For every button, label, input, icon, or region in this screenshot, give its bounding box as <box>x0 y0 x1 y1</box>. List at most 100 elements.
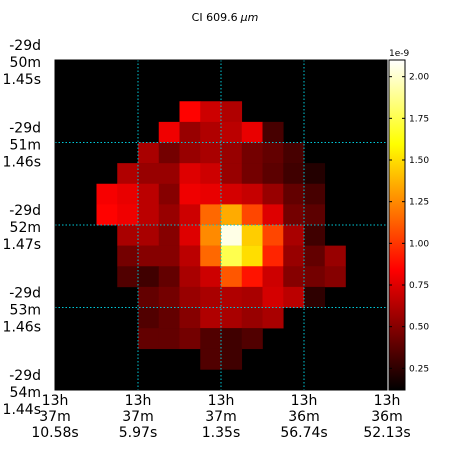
y-tick-line: 53m <box>10 303 41 319</box>
colorbar-tick-label: 1.25 <box>409 198 429 208</box>
x-tick-line: 36m <box>371 409 402 425</box>
y-tick-line: 1.46s <box>3 155 41 171</box>
heatmap-cell <box>262 266 284 288</box>
x-tick-line: 13h <box>42 393 69 409</box>
heatmap-cell <box>241 163 263 185</box>
heatmap-cell <box>200 328 222 350</box>
heatmap-cell <box>221 245 243 267</box>
heatmap-cell <box>179 142 201 164</box>
heatmap-cell <box>262 142 284 164</box>
x-tick-line: 52.13s <box>363 425 410 441</box>
heatmap-cell <box>200 101 222 123</box>
x-tick-line: 36m <box>288 409 319 425</box>
x-tick-line: 37m <box>39 409 70 425</box>
heatmap-cell <box>138 266 160 288</box>
colorbar-exponent-label: 1e-9 <box>389 49 410 59</box>
heatmap-cell <box>283 163 305 185</box>
heatmap-cell <box>96 183 118 205</box>
heatmap-cell <box>221 183 243 205</box>
heatmap-cell <box>283 266 305 288</box>
y-tick-label: -29d 52m 1.47s <box>3 203 41 253</box>
y-tick-line: 52m <box>10 220 41 236</box>
heatmap-cell <box>241 225 263 246</box>
colorbar-tick-label: 1.50 <box>409 156 429 166</box>
heatmap-cell <box>241 286 263 308</box>
chart-title-text: CI 609.6 <box>192 11 238 24</box>
heatmap-cell <box>158 286 180 308</box>
y-tick-line: -29d <box>9 203 41 219</box>
heatmap-cell <box>304 245 326 267</box>
heatmap-cell <box>304 183 326 205</box>
x-tick-line: 13h <box>208 393 235 409</box>
heatmap-cell <box>179 307 201 329</box>
heatmap-cell <box>262 121 284 143</box>
y-tick-line: -29d <box>9 286 41 302</box>
heatmap-cell <box>138 142 160 164</box>
y-tick-line: -29d <box>9 121 41 137</box>
y-tick-line: 51m <box>10 138 41 154</box>
colorbar-tick-label: 2.00 <box>409 73 429 83</box>
heatmap-cell <box>200 307 222 329</box>
heatmap-cell <box>158 142 180 164</box>
heatmap-cell <box>96 204 118 226</box>
heatmap-cell <box>241 121 263 143</box>
x-tick-line: 13h <box>291 393 318 409</box>
heatmap-cell <box>221 266 243 288</box>
heatmap-cell <box>241 266 263 288</box>
heatmap-cell <box>304 286 326 308</box>
heatmap-cell <box>241 183 263 205</box>
heatmap-cell <box>117 204 139 226</box>
heatmap-cell <box>200 142 222 164</box>
heatmap-cell <box>241 245 263 267</box>
x-tick-line: 56.74s <box>280 425 327 441</box>
heatmap-cell <box>179 245 201 267</box>
heatmap-cell <box>262 245 284 267</box>
heatmap-cell <box>179 328 201 350</box>
heatmap-cell <box>200 348 222 370</box>
heatmap-cell <box>221 225 243 246</box>
heatmap-cell <box>304 163 326 185</box>
colorbar-gradient <box>388 59 406 391</box>
heatmap-cell <box>138 163 160 185</box>
heatmap-cell <box>262 204 284 226</box>
heatmap-cell <box>158 328 180 350</box>
heatmap-cell <box>158 307 180 329</box>
x-tick-line: 1.35s <box>202 425 240 441</box>
heatmap-cell <box>221 163 243 185</box>
heatmap-cell <box>221 121 243 143</box>
colorbar: 1e-9 0.25 0.50 0.75 1.00 1.25 1.50 1.75 2.00 <box>388 49 429 391</box>
heatmap-cell <box>117 183 139 205</box>
colorbar-tick-label: 0.50 <box>409 323 429 333</box>
plot-frame <box>54 59 388 391</box>
chart-title: CI 609.6 μm <box>192 11 259 24</box>
heatmap-cell <box>221 101 243 123</box>
x-tick-label: 13h 37m 10.58s <box>31 393 78 441</box>
heatmap-cell <box>138 307 160 329</box>
grid-lines <box>55 60 387 390</box>
y-tick-line: 50m <box>10 55 41 71</box>
heatmap-plot-area <box>54 59 388 391</box>
heatmap-cell <box>241 307 263 329</box>
heatmap-cell <box>262 183 284 205</box>
x-tick-label: 13h 36m 56.74s <box>280 393 327 441</box>
heatmap-cell <box>179 286 201 308</box>
heatmap-cell <box>200 204 222 226</box>
heatmap-cell <box>158 121 180 143</box>
y-tick-line: 1.45s <box>3 72 41 88</box>
heatmap-cell <box>283 204 305 226</box>
heatmap-cell <box>283 245 305 267</box>
heatmap-cell <box>179 121 201 143</box>
heatmap-cell <box>221 348 243 370</box>
colorbar-tick-label: 1.75 <box>409 114 429 124</box>
y-tick-line: 1.46s <box>3 320 41 336</box>
heatmap-cell <box>200 225 222 246</box>
heatmap-cell <box>324 245 346 267</box>
y-tick-label: -29d 50m 1.45s <box>3 38 41 88</box>
x-tick-label: 13h 36m 52.13s <box>363 393 410 441</box>
y-tick-line: 54m <box>10 385 41 401</box>
heatmap-cell <box>324 266 346 288</box>
y-axis-ticks: -29d 50m 1.45s-29d 51m 1.46s-29d 52m 1.47s-29d… <box>3 38 41 418</box>
heatmap-cell <box>138 204 160 226</box>
